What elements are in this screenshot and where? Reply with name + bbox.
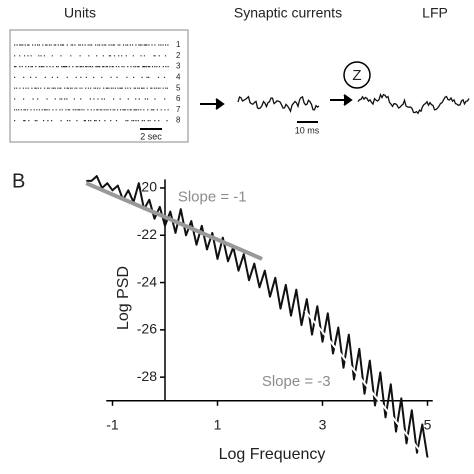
series-line	[86, 175, 429, 458]
panel-label: B	[12, 170, 25, 192]
transform-label: Z	[352, 67, 361, 84]
y-axis-label: Log PSD	[115, 266, 132, 330]
synaptic-title: Synaptic currents	[234, 5, 342, 21]
x-tick-label: -1	[106, 417, 119, 433]
unit-number: 6	[176, 94, 181, 103]
unit-number: 3	[176, 62, 181, 71]
lfp-trace	[357, 92, 470, 115]
x-tick-label: 3	[319, 417, 327, 433]
y-tick-label: -24	[137, 273, 157, 289]
synaptic-trace	[237, 95, 320, 114]
y-tick-label: -20	[137, 179, 157, 195]
raster-box	[9, 29, 189, 143]
unit-number: 5	[176, 83, 181, 92]
y-tick-label: -26	[137, 321, 157, 337]
unit-number: 8	[176, 116, 181, 125]
scale-label: 2 sec	[140, 131, 162, 141]
y-tick-label: -28	[137, 368, 157, 384]
annotation: Slope = -3	[262, 373, 331, 390]
scale-label: 10 ms	[295, 125, 320, 135]
unit-number: 1	[176, 40, 181, 49]
annotation: Slope = -1	[178, 188, 247, 205]
x-tick-label: 1	[214, 417, 222, 433]
transform-circle	[343, 61, 371, 89]
unit-number: 2	[176, 51, 181, 60]
series-line	[304, 310, 429, 461]
arrow	[200, 98, 225, 110]
x-tick-label: 5	[424, 417, 432, 433]
y-tick-label: -22	[137, 226, 157, 242]
unit-number: 4	[176, 73, 181, 82]
x-axis-label: Log Frequency	[219, 446, 326, 463]
units-title: Units	[64, 5, 96, 21]
arrow	[330, 94, 353, 106]
series-line	[85, 181, 263, 261]
lfp-title: LFP	[422, 5, 448, 21]
unit-number: 7	[176, 105, 181, 114]
